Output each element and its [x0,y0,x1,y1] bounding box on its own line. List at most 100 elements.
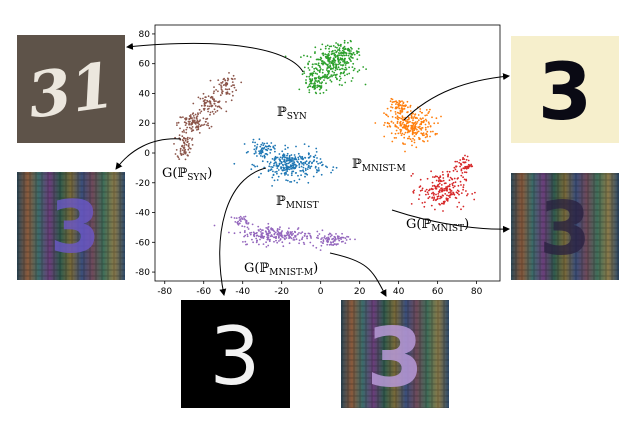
scatter-point [245,222,248,225]
scatter-point [412,112,414,115]
arrow-gmnist [391,209,510,233]
scatter-point [320,161,323,164]
scatter-point [187,120,190,123]
scatter-point [226,79,229,82]
scatter-point [246,235,249,238]
scatter-point [232,94,234,97]
scatter-point [304,167,307,170]
scatter-point [265,241,267,244]
scatter-point [353,53,356,56]
scatter-point [417,119,420,122]
scatter-point [332,241,334,244]
scatter-point [278,234,280,237]
scatter-point [330,234,333,237]
scatter-point [351,48,353,50]
sample-image-syn: 31 [17,35,125,143]
scatter-point [404,131,407,134]
y-tick-label: 20 [139,119,151,129]
scatter-point [225,82,228,85]
scatter-point [432,176,434,178]
scatter-point [293,163,296,166]
scatter-point [326,67,329,70]
scatter-point [291,162,294,165]
scatter-point [331,59,334,62]
svg-text:3: 3 [50,185,100,269]
scatter-point [298,178,301,181]
scatter-point [448,185,450,187]
scatter-point [320,241,322,243]
scatter-point [256,231,258,234]
scatter-point [407,106,409,109]
scatter-point [233,162,236,165]
scatter-point [341,84,343,87]
scatter-point [356,51,359,54]
scatter-point [277,169,280,171]
scatter-point [195,126,197,129]
scatter-point [343,54,346,57]
scatter-point [267,147,270,150]
scatter-point [303,66,306,69]
scatter-point [251,238,253,241]
scatter-point [274,231,277,234]
scatter-point [215,100,217,102]
scatter-point [420,123,422,125]
scatter-point [262,144,265,147]
scatter-point [465,158,468,161]
scatter-point [390,132,393,135]
scatter-point [273,240,275,243]
scatter-point [396,111,399,114]
scatter-point [401,123,403,125]
scatter-point [444,193,447,195]
scatter-point [333,243,336,246]
scatter-point [300,232,302,235]
scatter-point [188,143,190,145]
scatter-point [313,70,316,73]
scatter-point [191,126,194,128]
scatter-point [390,120,393,123]
scatter-point [247,150,249,153]
scatter-point [228,231,230,234]
scatter-point [278,153,281,155]
x-tick-label: -60 [196,287,211,297]
scatter-point [263,142,266,145]
scatter-point [179,151,182,153]
scatter-point [176,122,178,124]
scatter-point [250,168,253,171]
scatter-point [302,241,305,244]
scatter-point [296,233,299,236]
scatter-point [255,237,258,240]
scatter-point [352,57,354,59]
scatter-point [336,46,338,49]
scatter-point [207,107,210,110]
scatter-point [442,194,444,197]
scatter-point [233,217,236,219]
scatter-point [421,189,423,192]
scatter-point [396,115,399,118]
scatter-point [234,221,237,223]
scatter-point [271,185,273,187]
scatter-point [275,237,277,239]
scatter-point [265,231,268,234]
label-syn: ℙSYN [277,105,307,122]
scatter-point [322,76,325,78]
scatter-point [406,118,409,121]
scatter-point [190,127,193,130]
scatter-point [343,74,346,77]
scatter-point [281,241,284,244]
scatter-point [241,217,243,219]
scatter-point [445,189,448,192]
scatter-point [418,125,421,128]
scatter-point [414,127,417,130]
scatter-point [463,178,466,181]
scatter-point [252,241,255,244]
scatter-point [308,60,311,63]
scatter-point [404,124,407,127]
scatter-point [187,148,190,151]
scatter-point [224,88,227,90]
scatter-point [278,240,280,242]
scatter-point [453,166,456,169]
scatter-point [424,190,427,193]
scatter-point [186,126,189,129]
scatter-point [320,87,322,89]
scatter-point [454,168,457,171]
